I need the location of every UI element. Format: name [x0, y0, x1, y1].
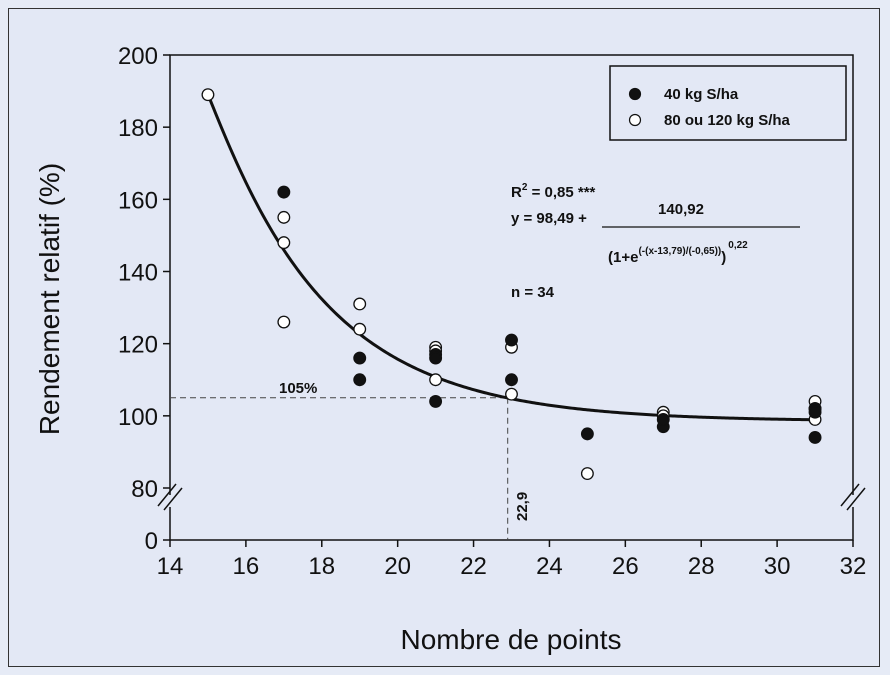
x-tick-label: 30: [764, 553, 791, 580]
legend-box: [609, 65, 847, 141]
x-tick-label: 32: [840, 553, 867, 580]
legend-label-80-120: 80 ou 120 kg S/ha: [664, 112, 791, 129]
threshold-x-label: 22,9: [514, 492, 531, 521]
data-point-40: [808, 431, 822, 444]
y-axis-title: Rendement relatif (%): [34, 163, 65, 435]
chart-frame: 14 16 18 20 22 24 26 28 30 32 80 100 120 140 160 180 20…: [8, 8, 880, 667]
data-point-40: [505, 373, 518, 387]
data-point-40: [580, 427, 594, 441]
x-tick-label: 16: [233, 553, 260, 580]
data-point-80-120: [277, 210, 291, 224]
data-point-40: [353, 351, 367, 365]
x-tick-label: 24: [536, 553, 563, 580]
legend-marker-open: [628, 113, 642, 127]
legend: 40 kg S/ha 80 ou 120 kg S/ha: [609, 65, 847, 141]
data-point-80-120: [505, 387, 518, 401]
data-point-80-120: [353, 297, 367, 311]
equation-annotation: R2 = 0,85 *** y = 98,49 + 140,92 (1+e(-(…: [511, 182, 800, 301]
x-axis-title: Nombre de points: [400, 624, 621, 655]
right-axis-break: [840, 483, 866, 511]
axis-ticks: [163, 54, 854, 547]
data-point-80-120: [353, 322, 367, 336]
x-tick-labels: 14 16 18 20 22 24 26 28 30 32: [157, 553, 867, 580]
data-point-40: [429, 351, 443, 365]
y-tick-labels: 80 100 120 140 160 180 200 0: [118, 43, 158, 555]
threshold-y-label: 105%: [279, 380, 317, 397]
y-tick-label-zero: 0: [145, 528, 158, 555]
x-tick-label: 20: [384, 553, 411, 580]
data-point-40: [505, 333, 518, 347]
y-axis-break: [157, 483, 183, 511]
data-point-40: [353, 373, 367, 387]
data-point-80-120: [429, 373, 443, 387]
y-tick-label: 160: [118, 187, 158, 214]
y-tick-label: 120: [118, 332, 158, 359]
legend-label-40: 40 kg S/ha: [664, 86, 739, 103]
data-point-80-120: [277, 315, 291, 329]
sample-size-label: n = 34: [511, 284, 555, 301]
equation-lead: y = 98,49 +: [511, 210, 587, 227]
data-point-40: [808, 405, 822, 419]
y-tick-label: 80: [131, 476, 158, 503]
equation-numerator: 140,92: [658, 201, 704, 218]
y-tick-label: 100: [118, 404, 158, 431]
y-tick-label: 200: [118, 43, 158, 70]
plot-area-border: [169, 54, 854, 541]
chart-svg: 14 16 18 20 22 24 26 28 30 32 80 100 120 140 160 180 20…: [34, 43, 867, 655]
data-point-40: [429, 394, 443, 408]
r-squared-label: R2 = 0,85 ***: [511, 182, 596, 201]
x-tick-label: 18: [308, 553, 335, 580]
x-tick-label: 22: [460, 553, 487, 580]
x-tick-label: 14: [157, 553, 184, 580]
legend-marker-filled: [628, 87, 642, 101]
data-points: [201, 88, 822, 481]
y-tick-label: 180: [118, 115, 158, 142]
y-tick-label: 140: [118, 260, 158, 287]
data-point-80-120: [201, 88, 215, 102]
data-point-40: [277, 185, 291, 199]
data-point-80-120: [580, 467, 594, 481]
data-point-80-120: [277, 236, 291, 250]
data-point-40: [656, 412, 670, 426]
x-tick-label: 28: [688, 553, 715, 580]
x-tick-label: 26: [612, 553, 639, 580]
equation-denominator: (1+e(-(x-13,79)/(-0,65)))0,22: [608, 240, 748, 266]
